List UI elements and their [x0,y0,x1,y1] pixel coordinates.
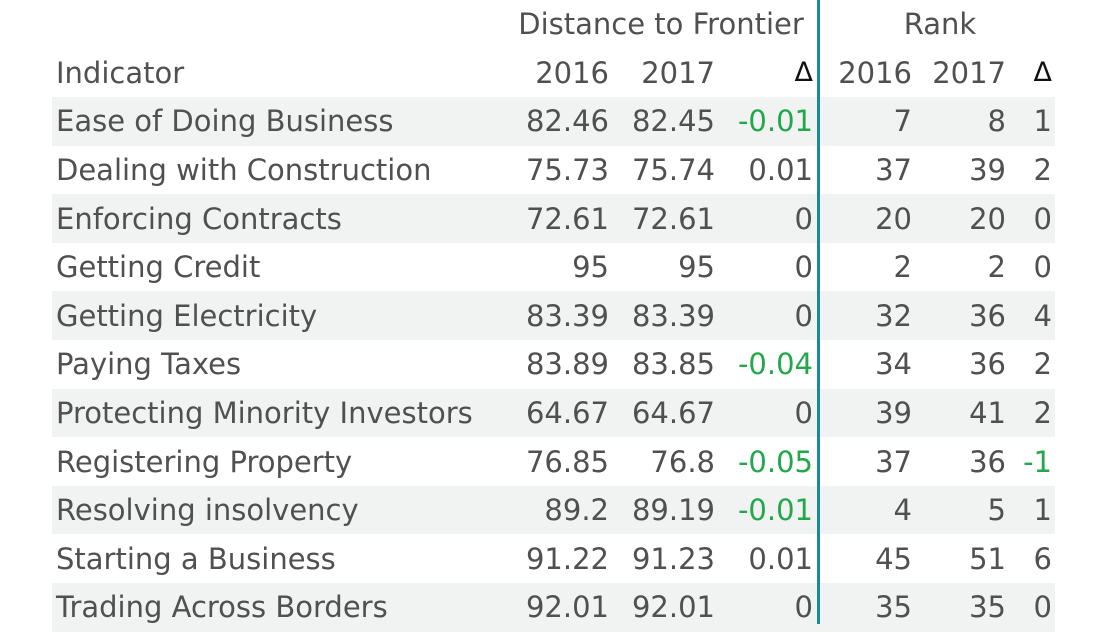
cell-rank-2017: 39 [969,152,1006,187]
cell-rank-delta: 0 [1033,590,1052,625]
cell-indicator: Trading Across Borders [56,590,388,625]
cell-dtf-delta: 0 [794,201,813,236]
cell-dtf-delta: 0 [794,395,813,430]
cell-dtf-2016: 92.01 [525,590,609,625]
row-band [52,291,1055,340]
row-band [52,583,1055,632]
cell-rank-delta: 2 [1033,395,1052,430]
cell-dtf-2017: 72.61 [631,201,715,236]
column-header-rank-delta: Δ [1033,57,1052,88]
column-header-rank-2017: 2017 [932,56,1006,90]
column-header-indicator: Indicator [56,56,185,90]
cell-dtf-delta: -0.04 [737,347,813,382]
row-band [52,97,1055,146]
cell-indicator: Dealing with Construction [56,152,432,187]
cell-rank-delta: 2 [1033,347,1052,382]
cell-dtf-delta: 0.01 [748,541,813,576]
cell-rank-delta: 1 [1033,104,1052,139]
cell-dtf-2017: 89.19 [631,493,715,528]
cell-rank-delta: -1 [1023,444,1052,479]
cell-rank-delta: 2 [1033,152,1052,187]
row-band [52,485,1055,535]
cell-dtf-2016: 76.85 [525,444,609,479]
cell-dtf-delta: 0.01 [748,152,813,187]
cell-dtf-2016: 72.61 [525,201,609,236]
section-divider [817,0,820,624]
cell-rank-2016: 37 [875,444,912,479]
cell-dtf-2017: 75.74 [631,152,715,187]
cell-rank-2016: 39 [875,395,912,430]
cell-rank-2017: 35 [969,590,1006,625]
cell-dtf-2017: 83.85 [631,347,715,382]
cell-indicator: Protecting Minority Investors [56,395,473,430]
cell-rank-2017: 36 [969,347,1006,382]
cell-rank-2016: 35 [875,590,912,625]
cell-rank-delta: 6 [1033,541,1052,576]
group-header-rank: Rank [903,7,977,41]
cell-dtf-2016: 82.46 [525,104,609,139]
cell-dtf-2016: 89.2 [544,493,609,528]
cell-rank-delta: 0 [1033,201,1052,236]
cell-indicator: Paying Taxes [56,347,242,382]
cell-dtf-2017: 92.01 [631,590,715,625]
column-header-dtf-delta: Δ [794,57,813,88]
column-header-dtf-2017: 2017 [641,56,715,90]
cell-rank-delta: 1 [1033,493,1052,528]
cell-rank-2016: 34 [875,347,912,382]
cell-indicator: Getting Credit [56,250,261,285]
cell-dtf-2017: 82.45 [631,104,715,139]
cell-indicator: Registering Property [56,444,353,479]
cell-dtf-2017: 76.8 [650,444,715,479]
cell-dtf-2016: 91.22 [525,541,609,576]
cell-rank-2016: 45 [875,541,912,576]
cell-dtf-2016: 75.73 [525,152,609,187]
cell-rank-2017: 36 [969,444,1006,479]
cell-indicator: Ease of Doing Business [56,104,394,139]
cell-dtf-2017: 95 [678,250,715,285]
cell-indicator: Resolving insolvency [56,493,359,528]
cell-rank-delta: 4 [1033,298,1052,333]
cell-rank-2016: 37 [875,152,912,187]
row-band [52,194,1055,243]
cell-dtf-delta: 0 [794,590,813,625]
column-header-rank-2016: 2016 [838,56,912,90]
cell-dtf-delta: 0 [794,298,813,333]
cell-rank-2016: 4 [893,493,912,528]
cell-dtf-2016: 83.89 [525,347,609,382]
cell-rank-2016: 32 [875,298,912,333]
cell-dtf-2016: 95 [572,250,609,285]
cell-rank-2017: 20 [969,201,1006,236]
cell-dtf-delta: -0.01 [737,493,813,528]
column-header-dtf-2016: 2016 [535,56,609,90]
cell-rank-2017: 36 [969,298,1006,333]
cell-rank-2017: 8 [987,104,1006,139]
group-header-distance-to-frontier: Distance to Frontier [518,7,804,41]
cell-rank-2016: 7 [893,104,912,139]
cell-indicator: Getting Electricity [56,298,318,333]
cell-rank-2017: 51 [969,541,1006,576]
cell-dtf-2017: 64.67 [631,395,715,430]
cell-dtf-delta: 0 [794,250,813,285]
cell-indicator: Starting a Business [56,541,336,576]
cell-dtf-2016: 83.39 [525,298,609,333]
cell-rank-delta: 0 [1033,250,1052,285]
cell-dtf-delta: -0.05 [737,444,813,479]
cell-dtf-delta: -0.01 [737,104,813,139]
cell-indicator: Enforcing Contracts [56,201,342,236]
cell-rank-2017: 2 [987,250,1006,285]
cell-dtf-2017: 83.39 [631,298,715,333]
row-band [52,388,1055,438]
cell-dtf-2017: 91.23 [631,541,715,576]
cell-rank-2017: 41 [969,395,1006,430]
cell-rank-2016: 2 [893,250,912,285]
cell-rank-2017: 5 [987,493,1006,528]
cell-rank-2016: 20 [875,201,912,236]
cell-dtf-2016: 64.67 [525,395,609,430]
